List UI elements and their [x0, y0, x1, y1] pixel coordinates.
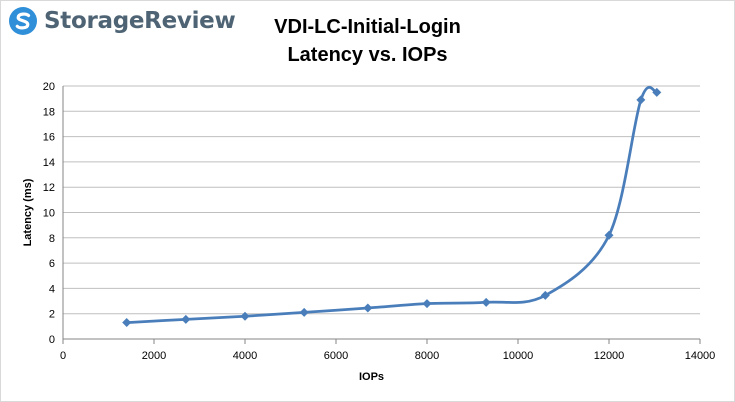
plot-area: [122, 86, 662, 328]
y-tick-12: 12: [43, 182, 55, 194]
data-point-1: [181, 314, 191, 324]
storagereview-s-icon: [9, 7, 37, 35]
x-tick-labels: 0 2000 4000 6000 8000 10000 12000 14000: [60, 350, 715, 362]
chart-title: VDI-LC-Initial-Login: [274, 16, 461, 38]
x-tick-14000: 14000: [685, 350, 716, 362]
brand-name: StorageReview: [44, 8, 236, 34]
y-tick-labels: 0 2 4 6 8 10 12 14 16 18 20: [43, 81, 55, 346]
y-tick-8: 8: [49, 233, 55, 245]
data-point-0: [122, 318, 132, 328]
x-tick-0: 0: [60, 350, 66, 362]
y-tick-2: 2: [49, 309, 55, 321]
x-tick-8000: 8000: [415, 350, 439, 362]
brand-logo: StorageReview: [8, 4, 236, 38]
y-tick-4: 4: [49, 283, 55, 295]
data-point-8: [604, 230, 614, 240]
y-axis-title: Latency (ms): [22, 178, 34, 246]
data-point-6: [481, 297, 491, 307]
gridlines: [62, 85, 701, 344]
data-point-7: [540, 290, 550, 300]
x-tick-10000: 10000: [503, 350, 534, 362]
y-tick-14: 14: [43, 157, 55, 169]
chart-subtitle: Latency vs. IOPs: [287, 44, 448, 66]
y-tick-0: 0: [49, 334, 55, 346]
x-tick-6000: 6000: [324, 350, 348, 362]
series-line-0: [126, 86, 659, 324]
y-tick-6: 6: [49, 258, 55, 270]
data-point-5: [422, 299, 432, 309]
y-tick-10: 10: [43, 208, 55, 220]
y-tick-20: 20: [43, 81, 55, 93]
data-point-10: [652, 87, 662, 97]
data-point-3: [299, 307, 309, 317]
x-axis-title: IOPs: [359, 371, 384, 383]
data-point-9: [636, 95, 646, 105]
data-point-2: [240, 311, 250, 321]
y-tick-16: 16: [43, 132, 55, 144]
y-tick-18: 18: [43, 106, 55, 118]
x-tick-12000: 12000: [594, 350, 625, 362]
x-tick-4000: 4000: [233, 350, 257, 362]
data-point-4: [363, 303, 373, 313]
x-tick-2000: 2000: [142, 350, 166, 362]
